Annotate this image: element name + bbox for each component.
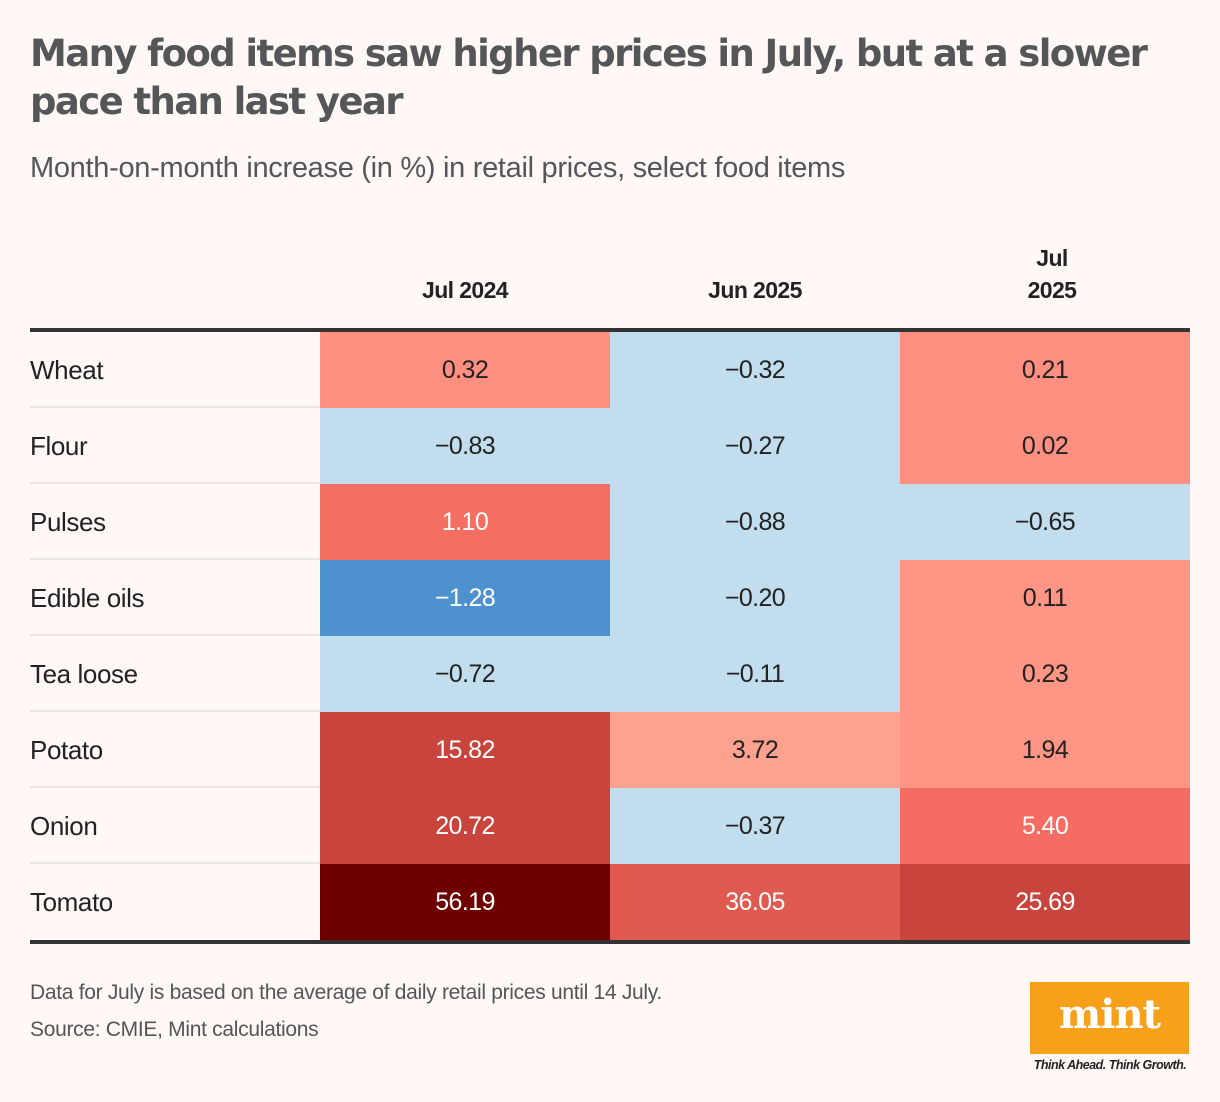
table-row: Onion 20.72 −0.37 5.40 bbox=[30, 788, 1190, 864]
table-row: Tea loose −0.72 −0.11 0.23 bbox=[30, 636, 1190, 712]
row-label: Tea loose bbox=[30, 659, 138, 689]
header-rule bbox=[30, 328, 1190, 332]
column-header-jul-2024: Jul 2024 bbox=[422, 277, 509, 303]
heatmap-cell: 0.32 bbox=[320, 332, 610, 408]
mint-tagline: Think Ahead. Think Growth. bbox=[1033, 1058, 1187, 1072]
table-row: Wheat 0.32 −0.32 0.21 bbox=[30, 332, 1190, 408]
heatmap-cell: 0.23 bbox=[900, 636, 1190, 712]
heatmap-table: Jul 2024 Jun 2025 Jul 2025 Wheat 0.32 −0.3… bbox=[30, 240, 1190, 944]
heatmap-cell: −0.37 bbox=[610, 788, 900, 864]
heatmap-cell: 25.69 bbox=[900, 864, 1190, 940]
heatmap-cell: −0.72 bbox=[320, 636, 610, 712]
table-body: Wheat 0.32 −0.32 0.21 Flour −0.83 −0.27 0.02 Pul… bbox=[30, 332, 1190, 940]
heatmap-cell: 3.72 bbox=[610, 712, 900, 788]
heatmap-cell: −0.20 bbox=[610, 560, 900, 636]
column-header-jul-2025: Jul 2025 bbox=[1027, 245, 1077, 303]
row-label: Flour bbox=[30, 431, 88, 461]
heatmap-cell: 5.40 bbox=[900, 788, 1190, 864]
heatmap-cell: 0.21 bbox=[900, 332, 1190, 408]
heatmap-cell: −0.11 bbox=[610, 636, 900, 712]
heatmap-cell: −0.88 bbox=[610, 484, 900, 560]
table-row: Flour −0.83 −0.27 0.02 bbox=[30, 408, 1190, 484]
heatmap-cell: −0.32 bbox=[610, 332, 900, 408]
heatmap-cell: 0.02 bbox=[900, 408, 1190, 484]
row-label: Onion bbox=[30, 811, 98, 841]
table-row: Potato 15.82 3.72 1.94 bbox=[30, 712, 1190, 788]
table-header: Jul 2024 Jun 2025 Jul 2025 bbox=[30, 240, 1190, 328]
row-label: Tomato bbox=[30, 887, 113, 917]
footnote: Data for July is based on the average of… bbox=[30, 981, 662, 1004]
row-label: Pulses bbox=[30, 507, 106, 537]
heatmap-cell: 1.94 bbox=[900, 712, 1190, 788]
source-note: Source: CMIE, Mint calculations bbox=[30, 1018, 319, 1041]
table-row: Pulses 1.10 −0.88 −0.65 bbox=[30, 484, 1190, 560]
heatmap-cell: −0.65 bbox=[900, 484, 1190, 560]
heatmap-cell: −1.28 bbox=[320, 560, 610, 636]
heatmap-cell: 36.05 bbox=[610, 864, 900, 940]
row-label: Potato bbox=[30, 735, 103, 765]
column-header-jun-2025: Jun 2025 bbox=[708, 277, 802, 303]
bottom-rule bbox=[30, 940, 1190, 944]
mint-logo: mint bbox=[1030, 982, 1189, 1054]
chart-title: Many food items saw higher prices in Jul… bbox=[30, 32, 1148, 123]
heatmap-cell: 20.72 bbox=[320, 788, 610, 864]
heatmap-cell: 1.10 bbox=[320, 484, 610, 560]
heatmap-cell: 15.82 bbox=[320, 712, 610, 788]
heatmap-cell: −0.27 bbox=[610, 408, 900, 484]
chart-subtitle: Month-on-month increase (in %) in retail… bbox=[30, 152, 846, 184]
table-row: Tomato 56.19 36.05 25.69 bbox=[30, 864, 1190, 940]
heatmap-cell: −0.83 bbox=[320, 408, 610, 484]
heatmap-cell: 0.11 bbox=[900, 560, 1190, 636]
row-label: Wheat bbox=[30, 355, 104, 385]
table-row: Edible oils −1.28 −0.20 0.11 bbox=[30, 560, 1190, 636]
row-label: Edible oils bbox=[30, 583, 145, 613]
heatmap-cell: 56.19 bbox=[320, 864, 610, 940]
